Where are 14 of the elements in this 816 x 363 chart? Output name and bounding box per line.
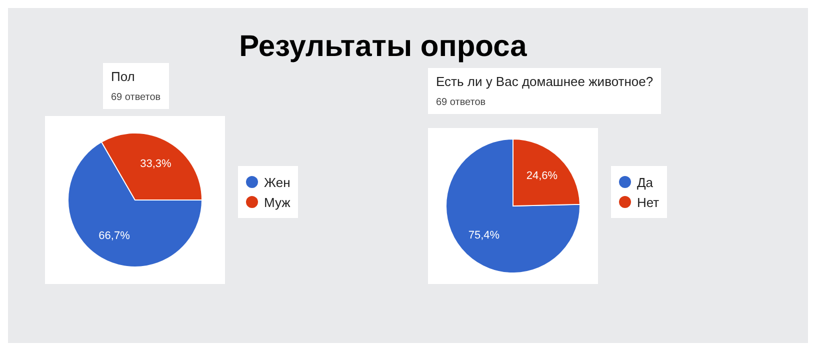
legend-label: Жен: [263, 174, 290, 192]
text: Результаты опроса: [238, 30, 528, 64]
data-label: 75,4%: [468, 230, 500, 242]
pie-slice: [446, 138, 580, 274]
chart-title: Есть ли у Вас домашнее животное?: [436, 74, 654, 89]
legend-label: Муж: [263, 194, 290, 212]
chart-subtitle: 69 ответов: [436, 97, 487, 108]
chart-subtitle: 69 ответов: [111, 92, 161, 103]
legend-label: Да: [636, 174, 654, 192]
data-label: 66,7%: [98, 230, 130, 242]
legend-label: Нет: [636, 194, 660, 212]
chart-title: Пол: [111, 69, 136, 84]
data-label: 33,3%: [140, 158, 172, 170]
data-label: 24,6%: [526, 170, 558, 182]
